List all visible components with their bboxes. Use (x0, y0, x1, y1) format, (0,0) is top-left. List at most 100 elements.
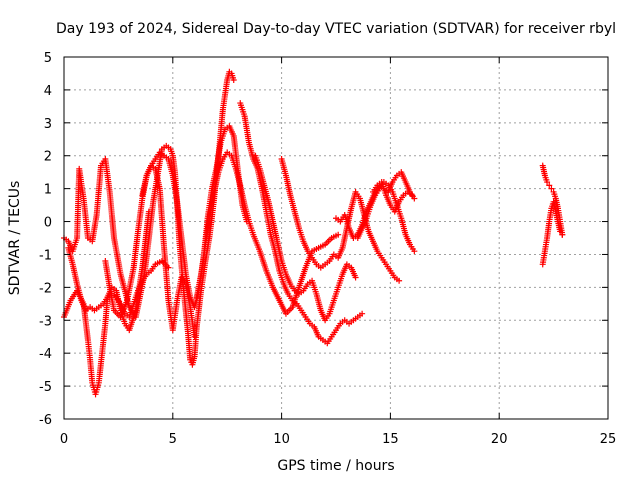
y-tick-label: 4 (44, 84, 52, 99)
data-trace-segment (408, 243, 416, 252)
y-tick-label: 1 (44, 183, 52, 198)
y-tick-label: -2 (39, 281, 52, 296)
data-trace-segment (198, 243, 209, 276)
data-trace-segment (170, 174, 180, 203)
data-point (544, 179, 551, 186)
data-trace-segment (233, 167, 243, 187)
data-trace-segment (70, 237, 80, 252)
data-trace-segment (183, 273, 193, 299)
data-trace-segment (371, 184, 379, 193)
x-tick-label: 5 (169, 432, 177, 447)
data-trace-segment (336, 246, 345, 259)
data-trace-segment (327, 299, 337, 315)
data-trace-segment (229, 154, 239, 170)
data-trace-segment (383, 194, 393, 207)
series-track-14 (539, 198, 566, 268)
data-trace-segment (221, 151, 229, 160)
data-trace-segment (191, 325, 200, 358)
data-trace-segment (241, 115, 252, 144)
data-trace-segment (335, 273, 345, 289)
data-trace-segment (317, 242, 326, 250)
data-trace-segment (156, 187, 167, 249)
data-trace-segment (139, 174, 150, 197)
data-trace-segment (551, 191, 559, 200)
data-trace-segment (135, 279, 145, 292)
data-trace-segment (284, 305, 294, 316)
data-trace-segment (180, 289, 191, 335)
x-tick-label: 20 (491, 432, 508, 447)
data-trace-segment (207, 191, 217, 216)
data-point (559, 231, 566, 238)
data-trace-segment (101, 296, 110, 305)
x-axis-label: GPS time / hours (277, 458, 394, 474)
data-trace-segment (323, 312, 332, 322)
data-trace-segment (114, 296, 123, 305)
data-trace-segment (368, 190, 378, 203)
data-trace-segment (349, 266, 358, 279)
data-trace-segment (542, 237, 550, 252)
series-track-5 (139, 123, 250, 311)
data-trace-segment (540, 164, 548, 177)
data-trace-segment (79, 299, 88, 312)
data-trace-segment (386, 184, 395, 193)
y-tick-label: 0 (44, 216, 52, 231)
y-axis-label: SDTVAR / TECUs (7, 181, 23, 296)
y-tick-label: -6 (39, 413, 52, 428)
data-trace-segment (253, 154, 263, 170)
data-trace-segment (296, 266, 308, 289)
data-trace-segment (331, 286, 341, 302)
data-trace-segment (204, 187, 215, 220)
data-trace-segment (227, 125, 236, 138)
data-trace-segment (246, 141, 256, 160)
data-trace-segment (368, 194, 378, 207)
data-trace-segment (76, 168, 87, 200)
data-point (409, 192, 416, 199)
x-tick-label: 0 (60, 432, 68, 447)
data-trace-segment (311, 245, 320, 254)
data-trace-segment (296, 227, 306, 243)
data-trace-segment (141, 200, 156, 276)
y-tick-label: -4 (39, 347, 52, 362)
data-trace-segment (334, 322, 342, 331)
data-trace-segment (124, 266, 137, 302)
data-trace-segment (301, 283, 310, 292)
data-trace-segment (283, 273, 293, 286)
data-trace-segment (213, 141, 224, 170)
data-trace-segment (288, 283, 297, 292)
data-trace-segment (388, 204, 397, 213)
data-trace-segment (127, 303, 136, 318)
data-trace-segment (144, 164, 154, 177)
data-trace-segment (342, 214, 352, 229)
series-track-11 (354, 179, 418, 255)
data-trace-segment (70, 263, 80, 286)
data-trace-segment (279, 158, 289, 177)
data-trace-segment (102, 158, 113, 193)
data-trace-segment (388, 270, 397, 279)
data-trace-segment (295, 303, 303, 312)
data-trace-segment (340, 263, 350, 276)
data-trace-segment (189, 355, 198, 366)
data-trace-segment (102, 260, 113, 289)
data-trace-segment (174, 200, 185, 239)
data-trace-segment (179, 276, 188, 285)
data-trace-segment (279, 260, 289, 276)
data-trace-segment (292, 210, 302, 230)
data-trace-segment (257, 250, 269, 272)
data-trace-segment (540, 250, 548, 266)
data-trace-segment (303, 316, 312, 325)
data-trace-segment (542, 174, 550, 183)
data-trace-segment (216, 158, 226, 173)
data-trace-segment (366, 230, 376, 243)
data-trace-segment (106, 190, 117, 239)
data-trace-segment (185, 332, 194, 361)
data-point (335, 231, 342, 238)
data-trace-segment (61, 299, 73, 318)
data-trace-segment (130, 230, 141, 269)
data-trace-segment (310, 256, 318, 266)
data-trace-segment (290, 286, 302, 309)
axis-ticks: 0 5 10 15 20 25 -6 -5 -4 -3 -2 -1 0 1 2 3 4 5 (39, 51, 616, 447)
data-trace-segment (259, 187, 269, 213)
data-trace-segment (178, 237, 189, 276)
chart-title: Day 193 of 2024, Sidereal Day-to-day VTE… (56, 21, 616, 37)
